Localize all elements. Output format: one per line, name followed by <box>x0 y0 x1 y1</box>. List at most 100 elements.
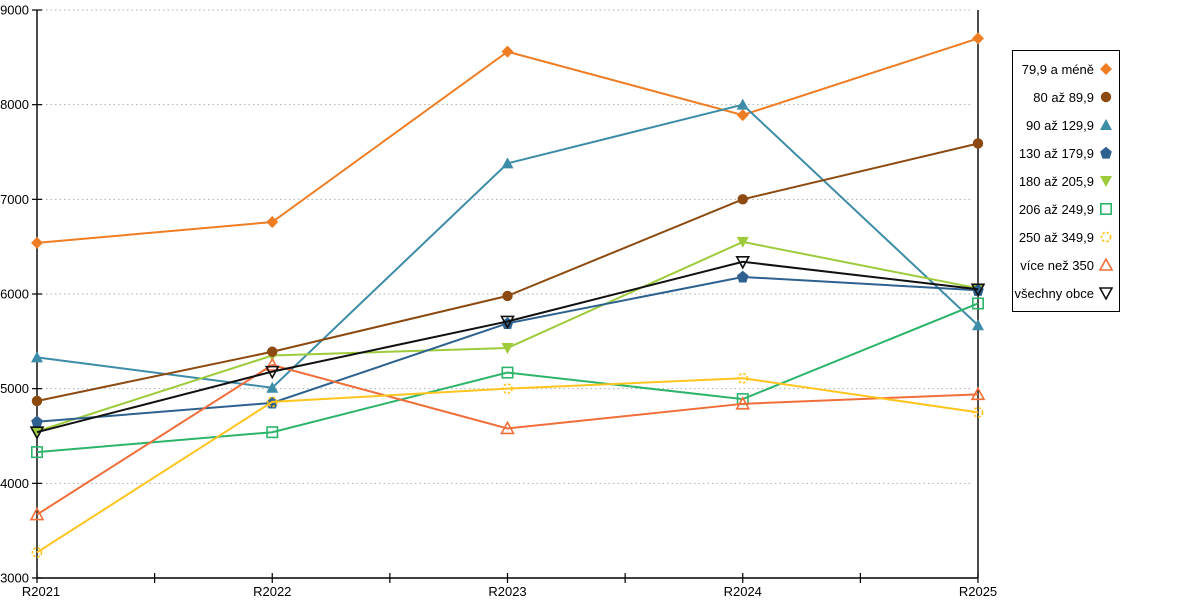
legend-item: 90 až 129,9 <box>1015 111 1113 139</box>
legend: 79,9 a méně 80 až 89,9 90 až 129,9 130 až 1… <box>1012 50 1120 312</box>
legend-label: 180 až 205,9 <box>1018 173 1094 189</box>
triangle-up-marker-icon <box>972 319 984 331</box>
legend-item: více než 350 <box>1015 251 1113 279</box>
circle-marker-icon <box>267 346 278 357</box>
square-marker-icon <box>30 446 43 459</box>
triangle-up-marker-icon <box>970 386 986 401</box>
series-line <box>36 363 979 516</box>
legend-label: 80 až 89,9 <box>1033 89 1094 105</box>
square-marker-icon <box>266 426 279 439</box>
diamond-legend-icon <box>1100 63 1112 75</box>
legend-label: 130 až 179,9 <box>1018 145 1094 161</box>
circle-marker-icon <box>1100 91 1112 103</box>
triangle-up-legend-icon <box>1099 258 1113 271</box>
legend-label: všechny obce <box>1014 285 1095 301</box>
pentagon-marker-icon <box>31 415 43 428</box>
circle-dashed-marker-icon <box>972 406 984 418</box>
series-250-až-349-9 <box>31 372 984 558</box>
triangle-down-marker-icon <box>736 236 749 248</box>
pentagon-legend-icon <box>1100 146 1112 159</box>
series-line <box>36 37 979 244</box>
triangle-up-marker-icon <box>266 381 279 393</box>
triangle-up-marker-icon <box>735 396 751 410</box>
diamond-marker-icon <box>31 236 43 249</box>
series-line <box>36 377 979 554</box>
legend-item: všechny obce <box>1015 279 1113 307</box>
circle-marker-icon <box>31 395 43 407</box>
diamond-marker-icon <box>266 216 279 229</box>
legend-label: 90 až 129,9 <box>1026 117 1094 133</box>
y-tick-label: 9000 <box>0 3 29 18</box>
triangle-down-marker-icon <box>501 342 514 354</box>
y-tick-label: 7000 <box>0 192 29 207</box>
triangle-up-legend-icon <box>1100 119 1112 130</box>
square-marker-icon <box>971 297 984 310</box>
legend-label: 79,9 a méně <box>1021 61 1094 77</box>
circle-dashed-legend-icon <box>1100 231 1112 243</box>
triangle-up-marker-icon <box>29 506 45 521</box>
series-180-až-205-9 <box>31 236 984 438</box>
legend-label: 250 až 349,9 <box>1018 229 1094 245</box>
y-tick-label: 8000 <box>0 97 29 112</box>
triangle-down-marker-icon <box>29 426 45 440</box>
series-line <box>36 260 979 434</box>
x-tick-label: R2021 <box>22 584 60 599</box>
legend-item: 79,9 a méně <box>1015 55 1113 83</box>
square-marker-icon <box>1099 202 1112 215</box>
triangle-down-marker-icon <box>735 256 751 270</box>
triangle-down-marker-icon <box>1100 176 1112 187</box>
circle-marker-icon <box>737 194 748 205</box>
circle-dashed-marker-icon <box>31 547 43 558</box>
square-marker-icon <box>501 366 514 379</box>
series-line <box>36 302 979 454</box>
x-tick-label: R2022 <box>253 584 291 599</box>
legend-item: 180 až 205,9 <box>1015 167 1113 195</box>
pentagon-marker-icon <box>1100 146 1112 159</box>
circle-dashed-marker-icon <box>502 383 513 395</box>
diamond-marker-icon <box>972 32 984 45</box>
y-tick-label: 6000 <box>0 287 29 302</box>
triangle-down-marker-icon <box>1099 287 1113 300</box>
y-tick-label: 5000 <box>0 381 29 396</box>
x-tick-label: R2024 <box>724 584 762 599</box>
triangle-down-marker-icon <box>500 315 515 330</box>
circle-marker-icon <box>502 290 513 302</box>
triangle-up-marker-icon <box>501 157 514 169</box>
y-tick-label: 4000 <box>0 476 29 491</box>
legend-item: 130 až 179,9 <box>1015 139 1113 167</box>
circle-marker-icon <box>972 138 984 149</box>
triangle-up-marker-icon <box>1100 119 1112 130</box>
triangle-up-marker-icon <box>1099 258 1113 271</box>
diamond-marker-icon <box>1100 63 1112 75</box>
series-80-až-89-9 <box>31 138 984 407</box>
legend-item: 250 až 349,9 <box>1015 223 1113 251</box>
legend-item: 206 až 249,9 <box>1015 195 1113 223</box>
triangle-up-marker-icon <box>500 420 515 435</box>
series-více-než-350 <box>29 357 986 521</box>
diamond-marker-icon <box>501 45 514 58</box>
series-line <box>36 240 979 433</box>
triangle-down-marker-icon <box>264 365 280 380</box>
triangle-up-marker-icon <box>31 351 43 363</box>
legend-label: více než 350 <box>1020 257 1094 273</box>
y-tick-label: 3000 <box>0 571 29 586</box>
x-tick-label: R2025 <box>959 584 997 599</box>
series-všechny-obce <box>29 256 986 440</box>
circle-legend-icon <box>1100 91 1112 103</box>
triangle-up-marker-icon <box>736 98 749 110</box>
circle-dashed-marker-icon <box>1100 231 1112 243</box>
triangle-down-legend-icon <box>1100 176 1112 187</box>
pentagon-marker-icon <box>972 284 984 296</box>
pentagon-marker-icon <box>736 270 749 283</box>
legend-label: 206 až 249,9 <box>1018 201 1094 217</box>
triangle-down-marker-icon <box>970 283 986 297</box>
circle-dashed-marker-icon <box>737 372 749 384</box>
series-90-až-129-9 <box>31 98 984 393</box>
x-tick-label: R2023 <box>488 584 526 599</box>
triangle-up-marker-icon <box>264 357 280 371</box>
legend-item: 80 až 89,9 <box>1015 83 1113 111</box>
triangle-down-legend-icon <box>1099 287 1113 300</box>
series-206-až-249-9 <box>30 297 984 459</box>
